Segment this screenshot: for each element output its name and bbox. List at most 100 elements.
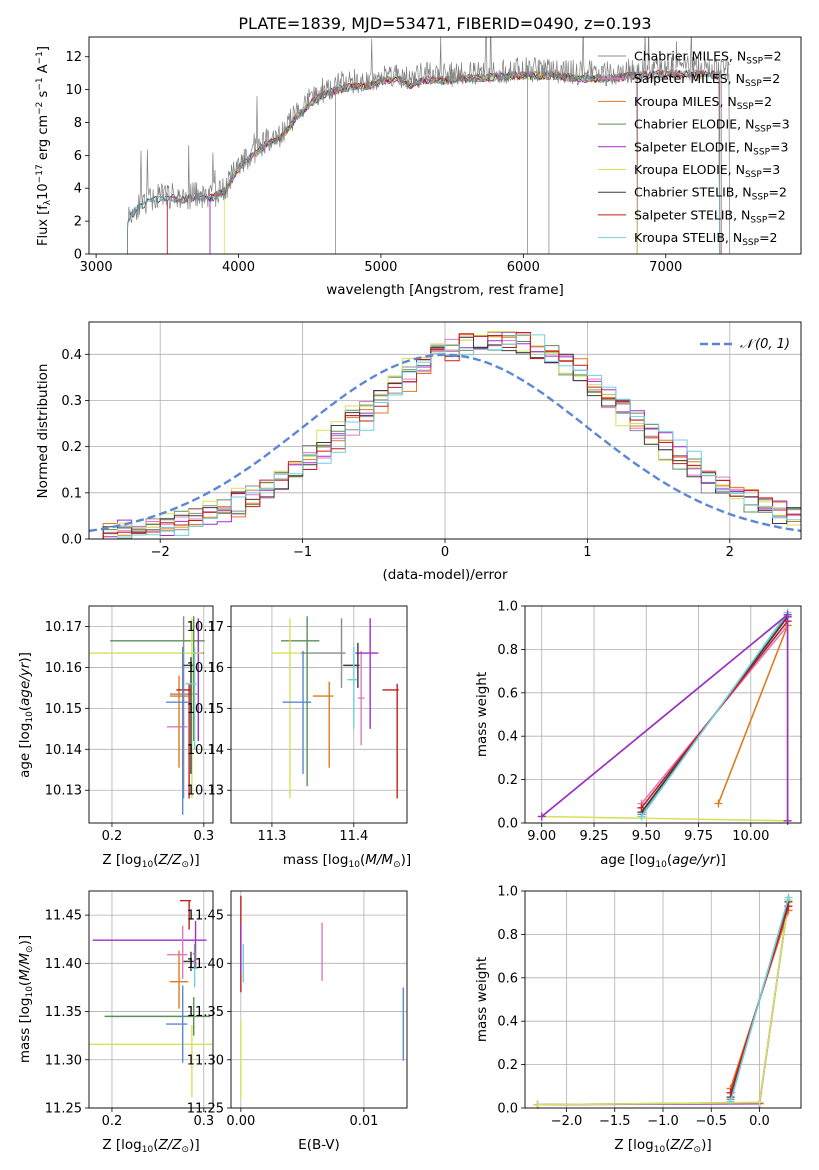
y-tick-label: 11.25 [187,1102,224,1117]
y-axis-label: mass weight [474,672,490,757]
x-axis-label: Z [log10(Z/Z⊙)] [102,852,199,870]
legend-entry: Salpeter STELIB, NSSP=2 [634,207,786,225]
y-tick-label: 10.15 [187,702,224,717]
observed-spectrum-line [127,37,730,254]
y-tick-label: 0.0 [497,1102,518,1117]
mass-weight-marker [783,610,792,619]
mass-weight-marker [784,893,793,902]
legend-entry: 𝒩 (0, 1) [740,337,790,352]
x-tick-label: −2.0 [551,1114,583,1129]
y-tick-label: 11.30 [187,1053,224,1068]
massweight_vs_Z-panel: −2.0 −1.5 −1.0 −0.5 0.0 0.0 0.2 0.4 0.6 0.8 1.0 mas… [474,885,802,1155]
mass-weight-marker [637,812,646,821]
residuals-panel: −2 −1 0 1 2 0.0 0.1 0.2 0.3 0.4 𝒩 (0, 1) (data-mode… [35,321,802,583]
y-tick-label: 10 [65,83,82,98]
y-tick-label: 0.8 [497,643,518,658]
y-axis-label: Flux [fλ10−17 erg cm−2 s−1 A−1] [35,46,53,246]
mass-weight-line [729,897,790,1102]
x-tick-label: −1.5 [599,1114,631,1129]
axes-frame [230,890,408,1109]
y-tick-label: 8 [74,116,82,131]
y-tick-label: 0.4 [497,730,518,745]
mass-weight-marker [533,1100,542,1109]
y-tick-label: 10.14 [45,743,82,758]
x-tick-label: 11.3 [257,829,286,844]
mass-weight-marker [726,1097,735,1106]
y-tick-label: 0.6 [497,971,518,986]
model-spectrum-line [127,68,721,254]
mass_vs_Z-panel: 0.2 0.3 11.25 11.30 11.35 11.40 11.45 Z [log10(… [17,890,214,1155]
x-tick-label: 3000 [80,260,113,275]
y-tick-label: 0.2 [497,1058,518,1073]
figure-title: PLATE=1839, MJD=53471, FIBERID=0490, z=0… [238,14,651,33]
y-tick-label: 6 [74,149,82,164]
x-tick-label: 9.25 [580,829,609,844]
y-axis-label: age [log10(age/yr)] [17,652,35,778]
model-spectrum-line [209,70,638,254]
y-tick-label: 10.17 [45,620,82,635]
x-tick-label: 10.00 [732,829,769,844]
x-tick-label: 6000 [507,260,540,275]
x-tick-label: 5000 [364,260,397,275]
legend-entry: Kroupa STELIB, NSSP=2 [634,230,778,248]
y-tick-label: 11.45 [187,909,224,924]
x-tick-label: 0.00 [226,1114,255,1129]
axes-frame [88,36,802,255]
axes-frame [88,605,214,824]
y-tick-label: 0.4 [497,1015,518,1030]
y-tick-label: 0.1 [61,486,82,501]
y-tick-label: 1.0 [497,885,518,900]
y-tick-label: 10.14 [187,743,224,758]
x-tick-label: 0.3 [193,829,214,844]
y-tick-label: 11.30 [45,1053,82,1068]
legend-entry: Kroupa MILES, NSSP=2 [634,94,772,112]
y-tick-label: 10.17 [187,620,224,635]
x-axis-label: mass [log10(M/M⊙)] [283,852,411,870]
x-tick-label: 0.0 [749,1114,770,1129]
x-tick-label: −1.0 [647,1114,679,1129]
y-tick-label: 0.0 [497,817,518,832]
mass-weight-marker [637,803,646,812]
x-axis-label: wavelength [Angstrom, rest frame] [326,282,564,298]
mass-weight-line [717,625,789,804]
y-tick-label: 10.15 [45,702,82,717]
y-tick-label: 12 [65,50,82,65]
age_vs_mass-panel: 11.3 11.4 10.13 10.14 10.15 10.16 10.17 mass [l… [187,605,411,870]
y-tick-label: 11.40 [45,957,82,972]
x-tick-label: 9.50 [632,829,661,844]
x-tick-label: 0 [441,545,449,560]
y-tick-label: 10.16 [187,661,224,676]
y-axis-label: mass weight [474,957,490,1042]
legend-entry: Kroupa ELODIE, NSSP=3 [634,162,780,180]
massweight_vs_age-panel: 9.00 9.25 9.50 9.75 10.00 0.0 0.2 0.4 0.6 0.8 1.0 m… [474,600,802,870]
x-axis-label: Z [log10(Z/Z⊙)] [614,1137,711,1155]
y-axis-label: mass [log10(M/M⊙)] [17,935,35,1063]
legend-entry: Salpeter MILES, NSSP=2 [634,71,780,89]
y-tick-label: 11.35 [45,1005,82,1020]
y-tick-label: 0.4 [61,348,82,363]
y-tick-label: 10.13 [187,784,224,799]
axes-frame [88,321,802,540]
x-tick-label: 0.3 [193,1114,214,1129]
x-tick-label: 11.4 [339,829,368,844]
x-tick-label: 9.00 [527,829,556,844]
axes-frame [524,605,802,824]
model-spectrum-line [223,70,638,254]
mass-weight-line [640,612,789,817]
y-tick-label: 11.25 [45,1102,82,1117]
mass-weight-marker [537,812,546,821]
mass-weight-marker [714,799,723,808]
y-tick-label: 0.8 [497,928,518,943]
axes-frame [524,890,802,1109]
y-tick-label: 11.35 [187,1005,224,1020]
y-tick-label: 11.45 [45,909,82,924]
mass_vs_EBV-panel: 0.00 0.01 11.25 11.30 11.35 11.40 11.45 E(B-V) [187,890,408,1153]
x-tick-label: −1 [293,545,312,560]
spectrum-panel: 3000 4000 5000 6000 7000 0 2 4 6 8 10 12 Chabrier MI… [35,36,802,298]
legend-entry: Chabrier STELIB, NSSP=2 [634,185,787,203]
x-axis-label: E(B-V) [298,1137,340,1153]
axes-frame [230,605,408,824]
x-tick-label: 0.2 [102,1114,123,1129]
x-tick-label: 4000 [222,260,255,275]
legend-entry: Chabrier MILES, NSSP=2 [634,49,782,67]
